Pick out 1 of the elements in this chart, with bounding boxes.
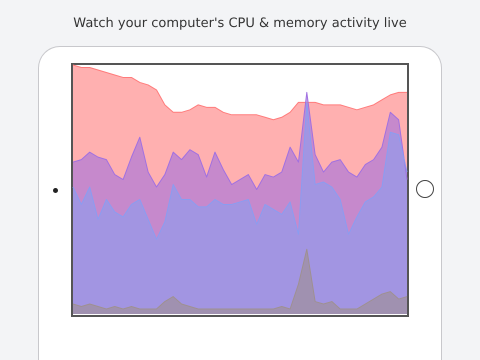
chart-title: Watch your computer's CPU & memory activity live xyxy=(73,16,407,31)
